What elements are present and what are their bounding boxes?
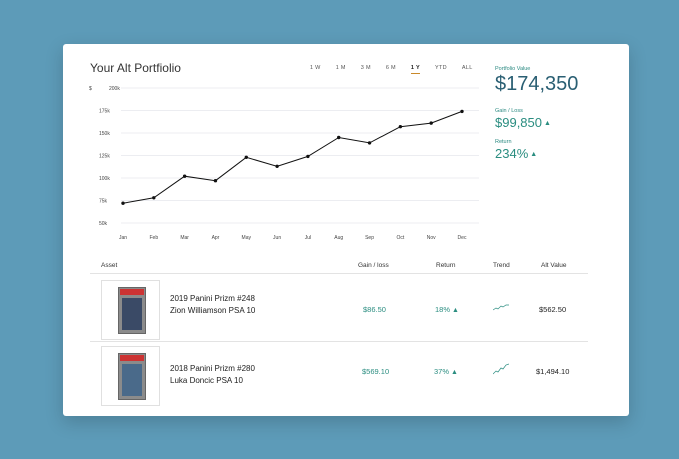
- data-point: [398, 125, 403, 129]
- card-thumbnail: [101, 280, 160, 340]
- portfolio-card: Your Alt Portfiolio 1 W 1 M 3 M 6 M 1 Y …: [63, 44, 629, 416]
- data-point: [121, 201, 125, 205]
- trend-sparkline: [493, 363, 509, 375]
- y-unit-label: $: [89, 86, 92, 92]
- y-tick-label: 200k: [109, 86, 120, 92]
- data-point: [213, 179, 218, 183]
- return-cell: 37% ▲: [434, 367, 458, 376]
- card-thumbnail: [101, 346, 160, 406]
- up-arrow-icon: ▲: [544, 120, 551, 128]
- x-tick-label: May: [242, 235, 252, 241]
- time-range-tabs: 1 W 1 M 3 M 6 M 1 Y YTD ALL: [310, 65, 488, 74]
- tab-3m[interactable]: 3 M: [360, 65, 371, 71]
- table-row[interactable]: 2018 Panini Prizm #280 Luka Doncic PSA 1…: [90, 341, 588, 407]
- return-cell-value: 18%: [435, 305, 451, 314]
- tab-all[interactable]: ALL: [461, 65, 473, 71]
- asset-line1: 2019 Panini Prizm #248: [170, 294, 255, 303]
- header-alt-value: Alt Value: [541, 262, 567, 269]
- x-tick-label: Oct: [396, 235, 404, 241]
- asset-name: 2018 Panini Prizm #280 Luka Doncic PSA 1…: [170, 363, 255, 387]
- asset-line1: 2018 Panini Prizm #280: [170, 364, 255, 373]
- header-asset: Asset: [101, 262, 118, 269]
- header-gain-loss: Gain / loss: [358, 262, 389, 269]
- y-tick-label: 100k: [99, 176, 110, 182]
- y-tick-label: 125k: [99, 154, 110, 160]
- data-point: [306, 154, 310, 159]
- header-return: Return: [436, 262, 456, 269]
- data-point: [367, 141, 372, 145]
- data-point: [152, 196, 156, 200]
- return-value: 234% ▲: [495, 146, 537, 161]
- x-tick-label: Jun: [273, 235, 281, 241]
- portfolio-value: $174,350: [495, 73, 579, 95]
- x-tick-label: Mar: [180, 235, 189, 241]
- data-point: [275, 164, 279, 168]
- return-cell: 18% ▲: [435, 305, 459, 314]
- gain-loss-cell: $86.50: [363, 305, 386, 314]
- series-line: [122, 110, 463, 204]
- gain-loss-cell: $569.10: [362, 367, 390, 376]
- tab-ytd[interactable]: YTD: [434, 65, 447, 71]
- y-tick-label: 150k: [99, 131, 110, 137]
- up-arrow-icon: ▲: [530, 151, 538, 159]
- alt-value-cell: $1,494.10: [536, 367, 570, 376]
- return-cell-value: 37%: [434, 367, 450, 376]
- x-tick-label: Jan: [119, 235, 127, 241]
- portfolio-value-label: Portfolio Value: [495, 66, 531, 72]
- asset-line2: Luka Doncic PSA 10: [170, 376, 243, 385]
- x-tick-label: Dec: [458, 235, 467, 241]
- data-point: [182, 174, 187, 178]
- page-title: Your Alt Portfiolio: [90, 61, 181, 75]
- asset-name: 2019 Panini Prizm #248 Zion Williamson P…: [170, 293, 255, 317]
- graded-card-image: [118, 353, 146, 400]
- tab-1m[interactable]: 1 M: [335, 65, 346, 71]
- gain-loss-label: Gain / Loss: [495, 108, 523, 114]
- data-point: [244, 155, 248, 159]
- graded-card-image: [118, 287, 146, 334]
- up-arrow-icon: ▲: [451, 368, 458, 376]
- tab-1y[interactable]: 1 Y: [410, 65, 420, 74]
- table-header: Asset Gain / loss Return Trend Alt Value: [90, 256, 588, 274]
- x-tick-label: Apr: [212, 235, 220, 241]
- up-arrow-icon: ▲: [452, 306, 459, 314]
- data-point: [460, 109, 464, 114]
- gain-loss-amount: $99,850: [495, 115, 542, 130]
- header-trend: Trend: [493, 262, 510, 269]
- tab-6m[interactable]: 6 M: [385, 65, 396, 71]
- tab-1w[interactable]: 1 W: [310, 65, 321, 71]
- y-tick-label: 175k: [99, 109, 110, 115]
- alt-value-cell: $562.50: [539, 305, 567, 314]
- data-point: [429, 121, 433, 125]
- asset-line2: Zion Williamson PSA 10: [170, 306, 256, 315]
- gain-loss-value: $99,850 ▲: [495, 115, 551, 130]
- trend-sparkline: [493, 304, 509, 311]
- y-tick-label: 75k: [99, 199, 108, 205]
- x-tick-label: Sep: [365, 235, 374, 241]
- x-tick-label: Nov: [427, 235, 436, 241]
- return-label: Return: [495, 139, 512, 145]
- x-tick-label: Feb: [150, 235, 159, 241]
- return-amount: 234%: [495, 146, 529, 161]
- data-point: [337, 135, 341, 140]
- y-tick-label: 50k: [99, 221, 108, 227]
- x-tick-label: Jul: [305, 235, 311, 241]
- x-tick-label: Aug: [334, 235, 343, 241]
- table-row[interactable]: 2019 Panini Prizm #248 Zion Williamson P…: [90, 275, 588, 342]
